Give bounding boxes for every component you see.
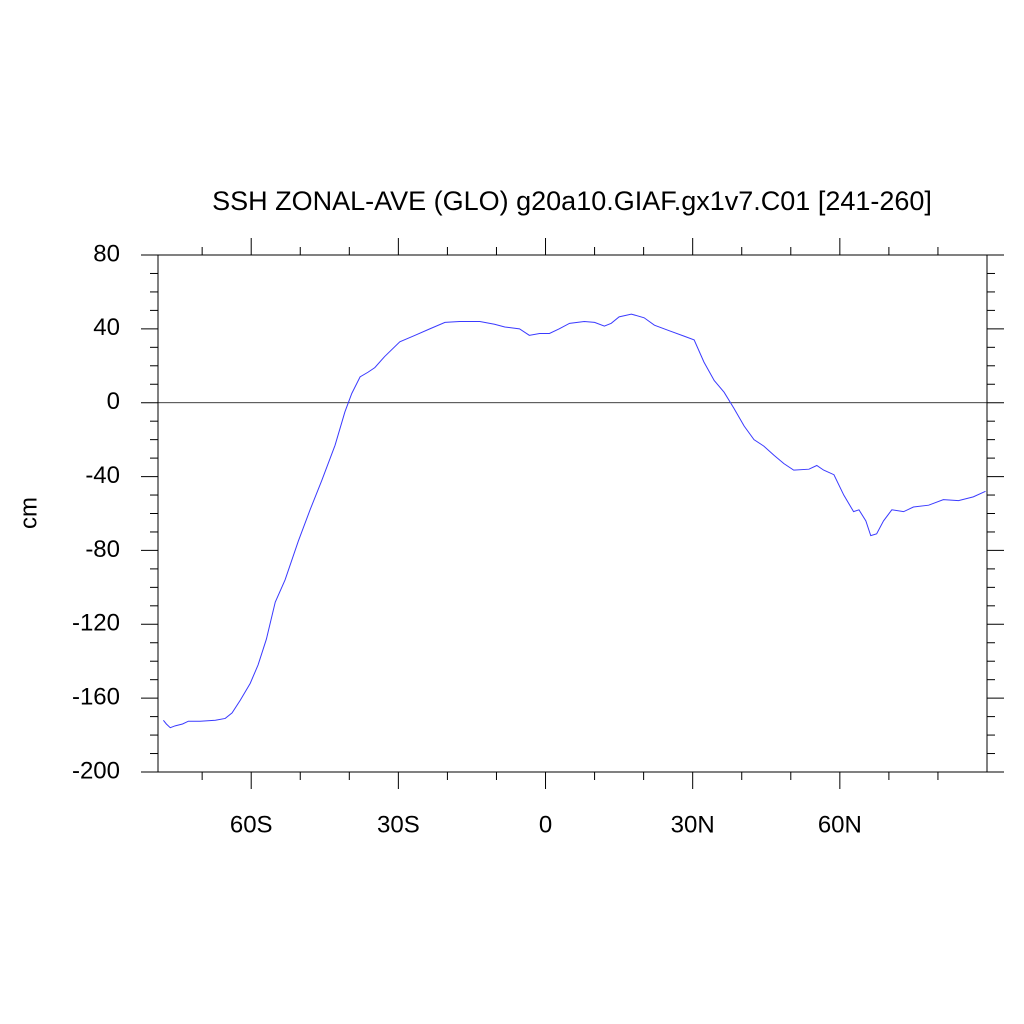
y-tick-label: -160 [72,683,120,710]
x-tick-label: 30S [377,811,420,838]
y-axis-label: cm [15,497,42,529]
y-tick-label: 0 [107,388,120,415]
chart-title: SSH ZONAL-AVE (GLO) g20a10.GIAF.gx1v7.C0… [212,186,932,216]
data-line [163,313,986,729]
y-tick-label: -80 [85,536,120,563]
x-tick-label: 60N [818,811,862,838]
y-tick-label: 80 [93,240,120,267]
y-tick-label: -120 [72,610,120,637]
y-tick-label: -40 [85,462,120,489]
x-tick-label: 30N [671,811,715,838]
x-tick-label: 60S [230,811,273,838]
y-tick-label: 40 [93,314,120,341]
plot-frame [157,254,988,773]
y-tick-label: -200 [72,757,120,784]
x-tick-label: 0 [539,811,552,838]
